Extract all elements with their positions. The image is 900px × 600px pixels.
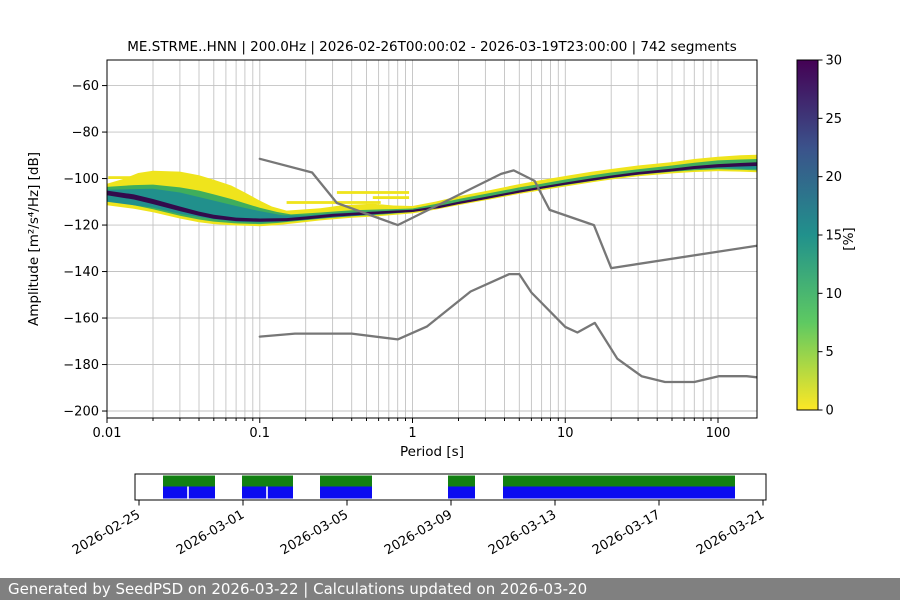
colorbar-tick-label: 25 — [826, 112, 843, 127]
y-tick-label: −100 — [63, 172, 99, 187]
x-tick-label: 0.1 — [249, 426, 270, 441]
y-axis-label: Amplitude [m²/s⁴/Hz] [dB] — [26, 152, 42, 326]
timeline-segment-green — [503, 475, 735, 487]
timeline-segment-blue — [503, 486, 735, 499]
y-tick-label: −80 — [72, 126, 99, 141]
nlnm-line — [258, 272, 757, 384]
colorbar-gradient — [797, 60, 818, 410]
psd-outlier-streak — [108, 176, 139, 179]
psd-outlier-streak — [336, 191, 410, 194]
x-axis-label: Period [s] — [400, 444, 464, 460]
colorbar-label: [%] — [841, 227, 857, 250]
timeline-date-label: 2026-02-25 — [70, 507, 143, 558]
footer-bar: Generated by SeedPSD on 2026-03-22 | Cal… — [0, 578, 900, 600]
timeline-date-label: 2026-03-21 — [694, 507, 767, 558]
y-tick-label: −60 — [72, 79, 99, 94]
timeline-segment-green — [320, 475, 372, 487]
colorbar-tick-label: 10 — [826, 287, 843, 302]
noise-model-lines — [258, 157, 757, 384]
timeline-gap-line — [266, 486, 268, 499]
footer-text: Generated by SeedPSD on 2026-03-22 | Cal… — [8, 580, 588, 598]
x-tick-label: 0.01 — [93, 426, 122, 441]
timeline-gap-line — [187, 486, 189, 499]
psd-band-green — [107, 159, 757, 225]
colorbar-ticks: 0 5 10 15 20 25 30 — [818, 54, 842, 419]
y-tick-label: −120 — [63, 219, 99, 234]
y-tick-label: −140 — [63, 265, 99, 280]
timeline-date-label: 2026-03-01 — [174, 507, 247, 558]
timeline-date-label: 2026-03-05 — [278, 507, 351, 558]
timeline-date-label: 2026-03-17 — [590, 507, 663, 558]
timeline-segment-green — [448, 475, 475, 487]
psd-distribution-heatmap — [107, 154, 757, 227]
timeline-segment-green — [163, 475, 215, 487]
psd-outlier-streak — [372, 196, 410, 199]
colorbar-tick-label: 5 — [826, 345, 834, 360]
colorbar-tick-label: 30 — [826, 54, 843, 69]
timeline-segment-green — [242, 475, 293, 487]
timeline-date-label: 2026-03-09 — [382, 507, 455, 558]
x-tick-label: 1 — [408, 426, 416, 441]
gridlines — [106, 60, 757, 418]
colorbar-tick-label: 0 — [826, 404, 834, 419]
timeline-segment-blue — [448, 486, 475, 499]
y-tick-label: −160 — [63, 312, 99, 327]
availability-timeline: 2026-02-25 2026-03-01 2026-03-05 2026-03-09… — [70, 473, 767, 558]
x-tick-label: 100 — [706, 426, 731, 441]
colorbar-tick-label: 15 — [826, 229, 843, 244]
plot-frame — [106, 59, 758, 419]
y-tick-label: −180 — [63, 358, 99, 373]
timeline-segment-blue — [320, 486, 372, 499]
axis-ticks: 0.01 0.1 1 10 100 −60 −80 −100 −120 −140 −160 −180 −… — [63, 79, 730, 441]
timeline-date-label: 2026-03-13 — [486, 507, 559, 558]
x-tick-label: 10 — [557, 426, 574, 441]
timeline-segment-blue — [163, 486, 215, 499]
plot-title: ME.STRME..HNN | 200.0Hz | 2026-02-26T00:… — [127, 39, 736, 55]
psd-outlier-streak — [286, 201, 381, 204]
nhnm-line — [258, 157, 757, 270]
ppsd-figure: 0.01 0.1 1 10 100−60−80−100−120−140−160−180−… — [26, 39, 857, 558]
psd-band-dark-core — [107, 162, 757, 222]
colorbar-tick-label: 20 — [826, 170, 843, 185]
psd-band-yellow — [107, 154, 757, 227]
y-tick-label: −200 — [63, 405, 99, 420]
